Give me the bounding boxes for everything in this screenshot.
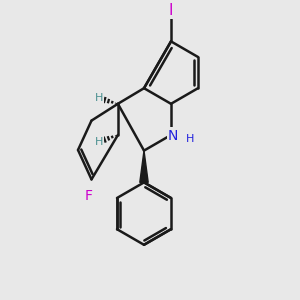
Text: I: I [169,3,173,18]
Text: N: N [168,129,178,142]
Text: H: H [95,136,103,147]
Text: H: H [186,134,195,144]
Text: H: H [95,93,103,103]
Polygon shape [140,151,148,182]
Text: F: F [85,189,92,202]
